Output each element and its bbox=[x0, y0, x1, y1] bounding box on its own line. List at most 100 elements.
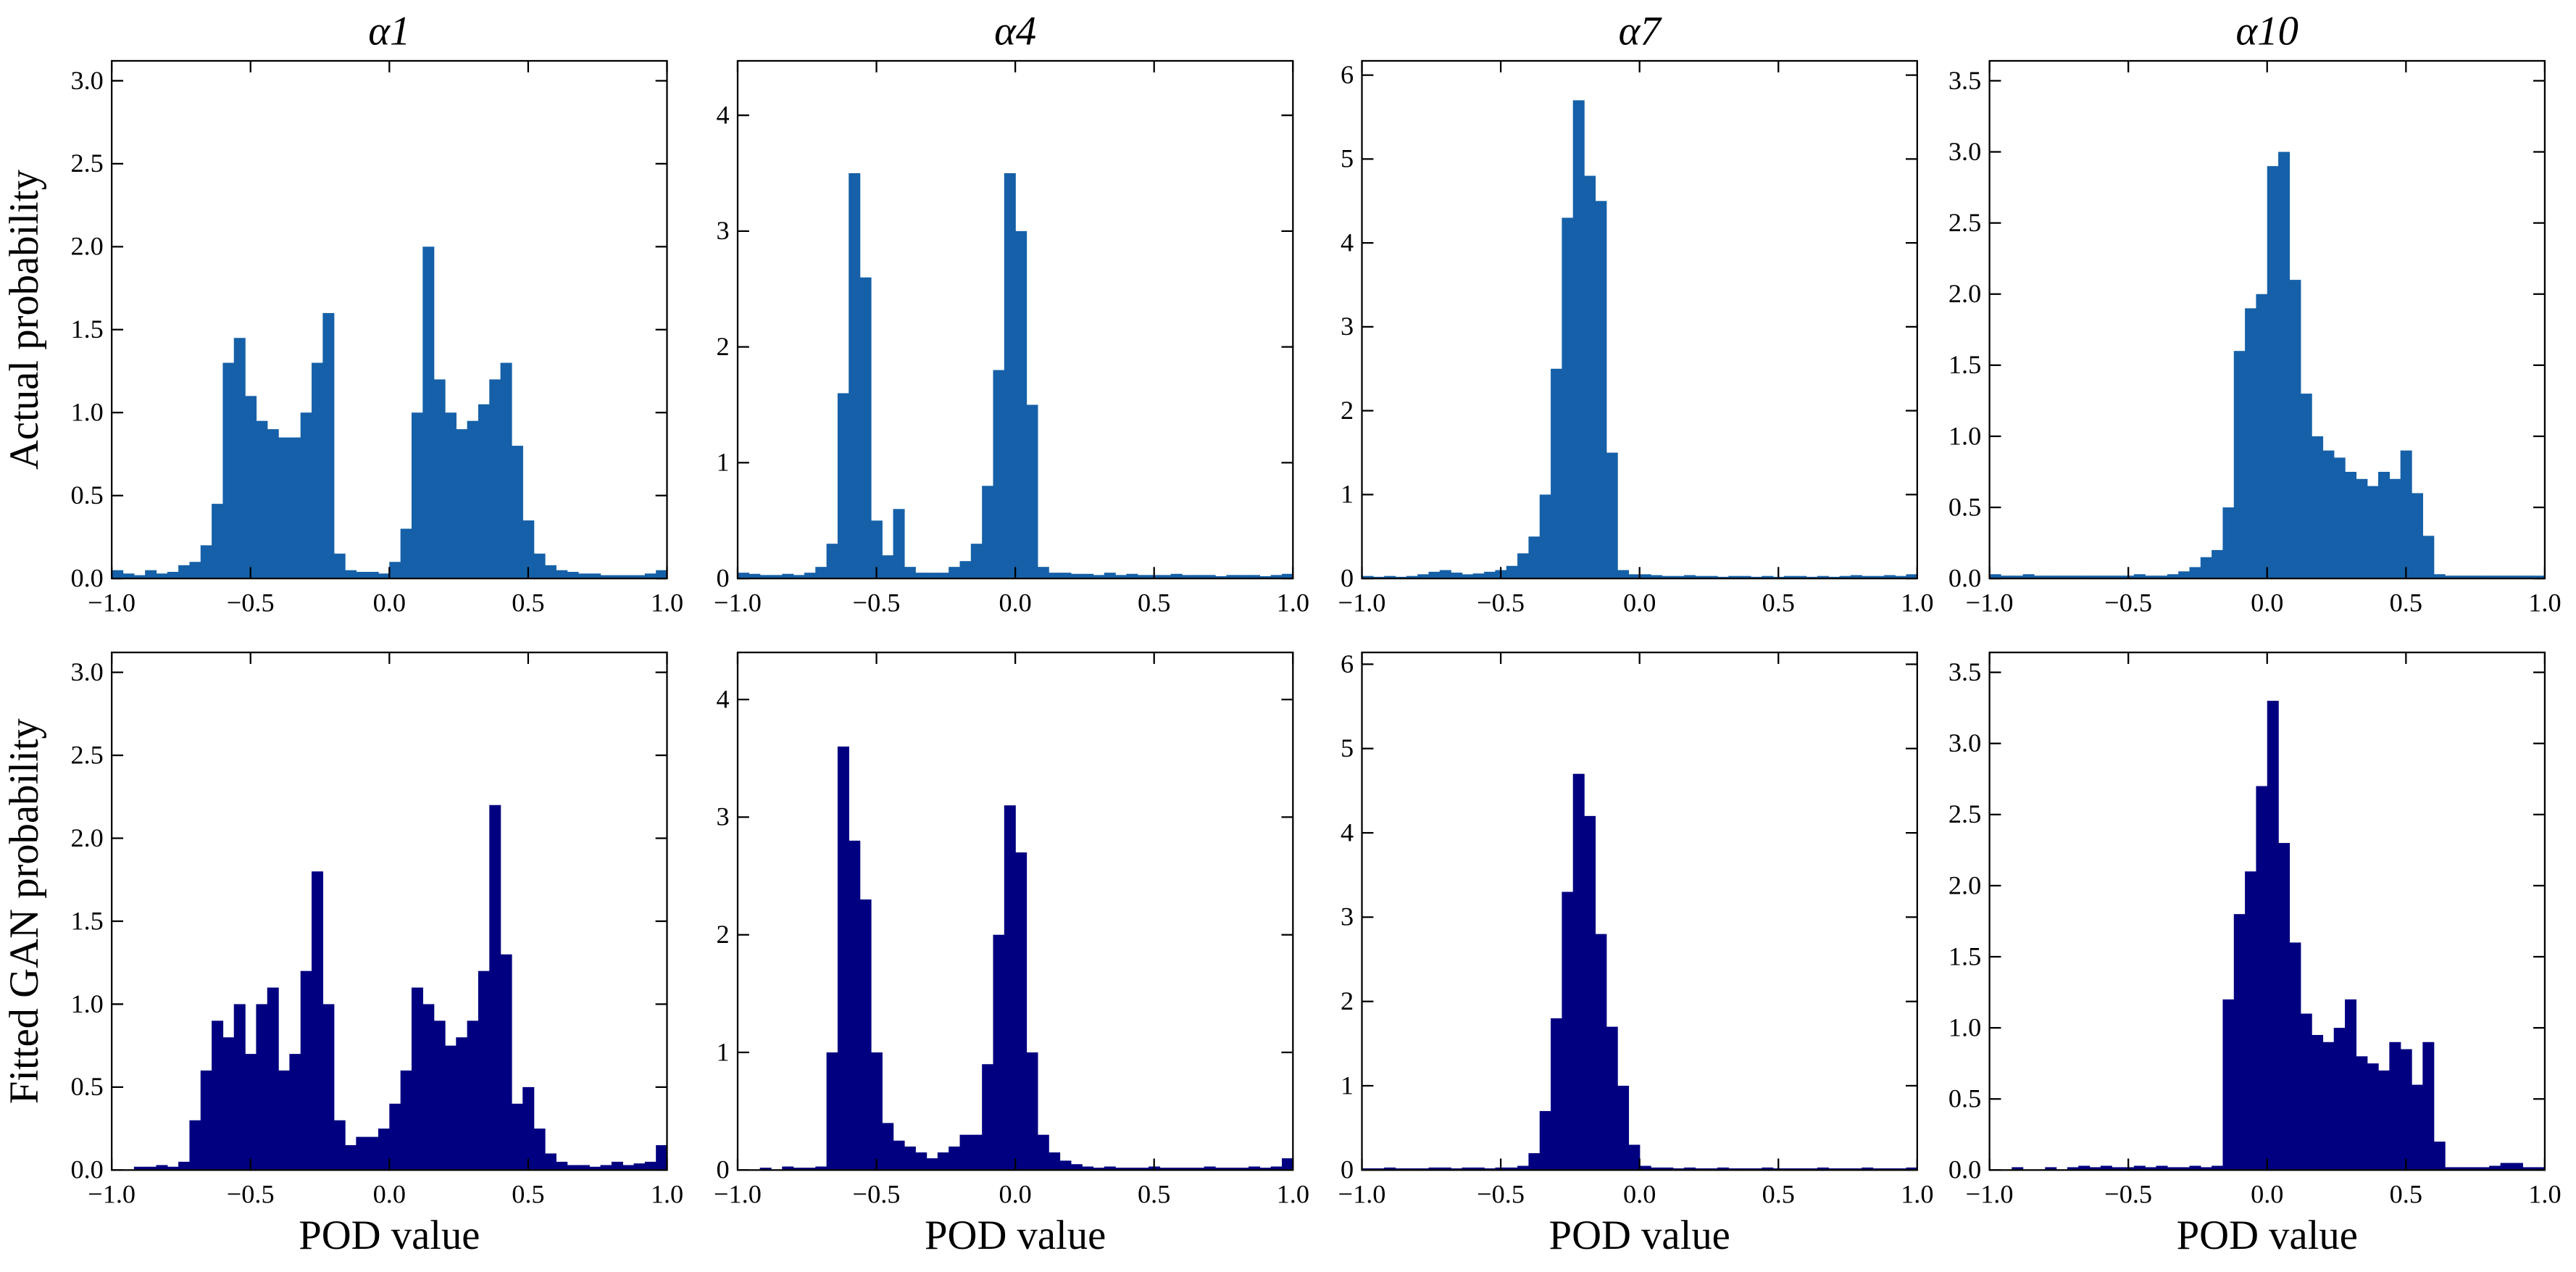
bar bbox=[959, 561, 972, 579]
bar bbox=[167, 1166, 179, 1171]
bar bbox=[2022, 574, 2035, 579]
y-tick-label: 0.0 bbox=[1948, 1155, 1981, 1184]
bar bbox=[2489, 1165, 2501, 1171]
bar bbox=[422, 246, 435, 579]
x-tick-label: 1.0 bbox=[2528, 588, 2561, 617]
x-tick-label: 0.5 bbox=[1138, 1180, 1170, 1209]
x-tick-label: −1.0 bbox=[88, 588, 136, 617]
x-tick-label: 1.0 bbox=[2528, 1180, 2561, 1209]
bar bbox=[2178, 1167, 2191, 1171]
bar bbox=[600, 575, 612, 579]
bar bbox=[893, 509, 905, 579]
bar bbox=[849, 840, 861, 1171]
bar bbox=[1539, 494, 1551, 579]
bar bbox=[2422, 536, 2435, 579]
y-tick-label: 3 bbox=[717, 216, 730, 245]
bar bbox=[1451, 573, 1463, 579]
bar bbox=[1795, 575, 1807, 579]
bar bbox=[389, 1103, 401, 1171]
bar bbox=[1026, 1052, 1038, 1171]
bar bbox=[567, 571, 579, 579]
bar bbox=[1484, 571, 1496, 579]
bar bbox=[578, 573, 590, 579]
bar bbox=[2222, 507, 2235, 579]
bar bbox=[1572, 773, 1585, 1171]
bar bbox=[2156, 1165, 2168, 1171]
bar bbox=[826, 544, 838, 579]
bar bbox=[2289, 942, 2301, 1171]
bar bbox=[2356, 1056, 2368, 1171]
bar bbox=[1672, 1168, 1685, 1171]
y-tick-label: 2.0 bbox=[1948, 279, 1981, 308]
x-tick-label: −1.0 bbox=[88, 1180, 136, 1209]
bar bbox=[2333, 1028, 2346, 1171]
bar bbox=[289, 1054, 301, 1171]
bar bbox=[300, 412, 312, 579]
bar bbox=[467, 420, 479, 579]
y-tick-label: 3 bbox=[1341, 312, 1354, 341]
bar bbox=[1628, 1144, 1641, 1171]
bar bbox=[289, 437, 301, 579]
bar bbox=[2511, 575, 2523, 579]
bar bbox=[544, 1153, 557, 1171]
x-tick-label: 1.0 bbox=[651, 1180, 683, 1209]
bar bbox=[1037, 1134, 1049, 1171]
y-tick-label: 2.0 bbox=[70, 232, 103, 261]
bar bbox=[1828, 1168, 1841, 1171]
y-tick-label: 1.5 bbox=[70, 315, 103, 344]
bar bbox=[578, 1165, 590, 1171]
bar bbox=[904, 567, 916, 579]
bar bbox=[1506, 1167, 1518, 1171]
y-tick-label: 1 bbox=[1341, 480, 1354, 509]
bar bbox=[1783, 575, 1796, 579]
x-tick-label: −1.0 bbox=[1966, 1180, 2014, 1209]
y-tick-label: 3.5 bbox=[1948, 66, 1981, 95]
bar bbox=[522, 1086, 535, 1171]
bar bbox=[1817, 575, 1829, 579]
bar bbox=[893, 1140, 905, 1171]
bar bbox=[267, 429, 279, 579]
bar bbox=[1883, 1168, 1896, 1171]
bar bbox=[112, 570, 124, 579]
bar bbox=[1528, 536, 1541, 579]
bar bbox=[356, 1136, 368, 1171]
bar bbox=[1259, 1168, 1272, 1171]
bar bbox=[1204, 575, 1216, 579]
bar bbox=[2189, 1165, 2201, 1171]
bar bbox=[1539, 1110, 1551, 1171]
bar bbox=[1026, 404, 1038, 579]
bar bbox=[2300, 394, 2312, 579]
bar bbox=[2345, 999, 2357, 1171]
bar bbox=[1082, 1166, 1094, 1171]
bar bbox=[1215, 575, 1227, 579]
bar bbox=[611, 575, 623, 579]
bar bbox=[2078, 1165, 2091, 1171]
bar bbox=[1362, 575, 1374, 579]
bar bbox=[870, 1052, 883, 1171]
bar bbox=[1806, 576, 1818, 579]
bar bbox=[2167, 1167, 2179, 1171]
y-tick-label: 0.5 bbox=[70, 481, 103, 510]
x-tick-label: 0.0 bbox=[999, 1180, 1031, 1209]
y-tick-label: 0.5 bbox=[70, 1072, 103, 1101]
bar bbox=[2433, 1142, 2446, 1171]
bar bbox=[1406, 1168, 1418, 1171]
x-tick-label: 0.0 bbox=[373, 1180, 406, 1209]
y-tick-label: 6 bbox=[1341, 60, 1354, 89]
bar bbox=[167, 571, 179, 579]
bar bbox=[233, 338, 246, 579]
y-tick-label: 3 bbox=[717, 802, 730, 831]
bar bbox=[1372, 576, 1385, 579]
bar bbox=[1728, 1168, 1741, 1171]
bar bbox=[378, 1128, 391, 1171]
bar bbox=[2444, 575, 2456, 579]
bar bbox=[1839, 1168, 1851, 1171]
bar bbox=[1137, 1168, 1149, 1171]
bar bbox=[1204, 1166, 1216, 1171]
bar bbox=[1606, 452, 1618, 579]
y-tick-label: 3 bbox=[1341, 902, 1354, 931]
bar bbox=[1159, 1168, 1172, 1171]
bar bbox=[770, 575, 783, 579]
bar bbox=[1739, 575, 1751, 579]
